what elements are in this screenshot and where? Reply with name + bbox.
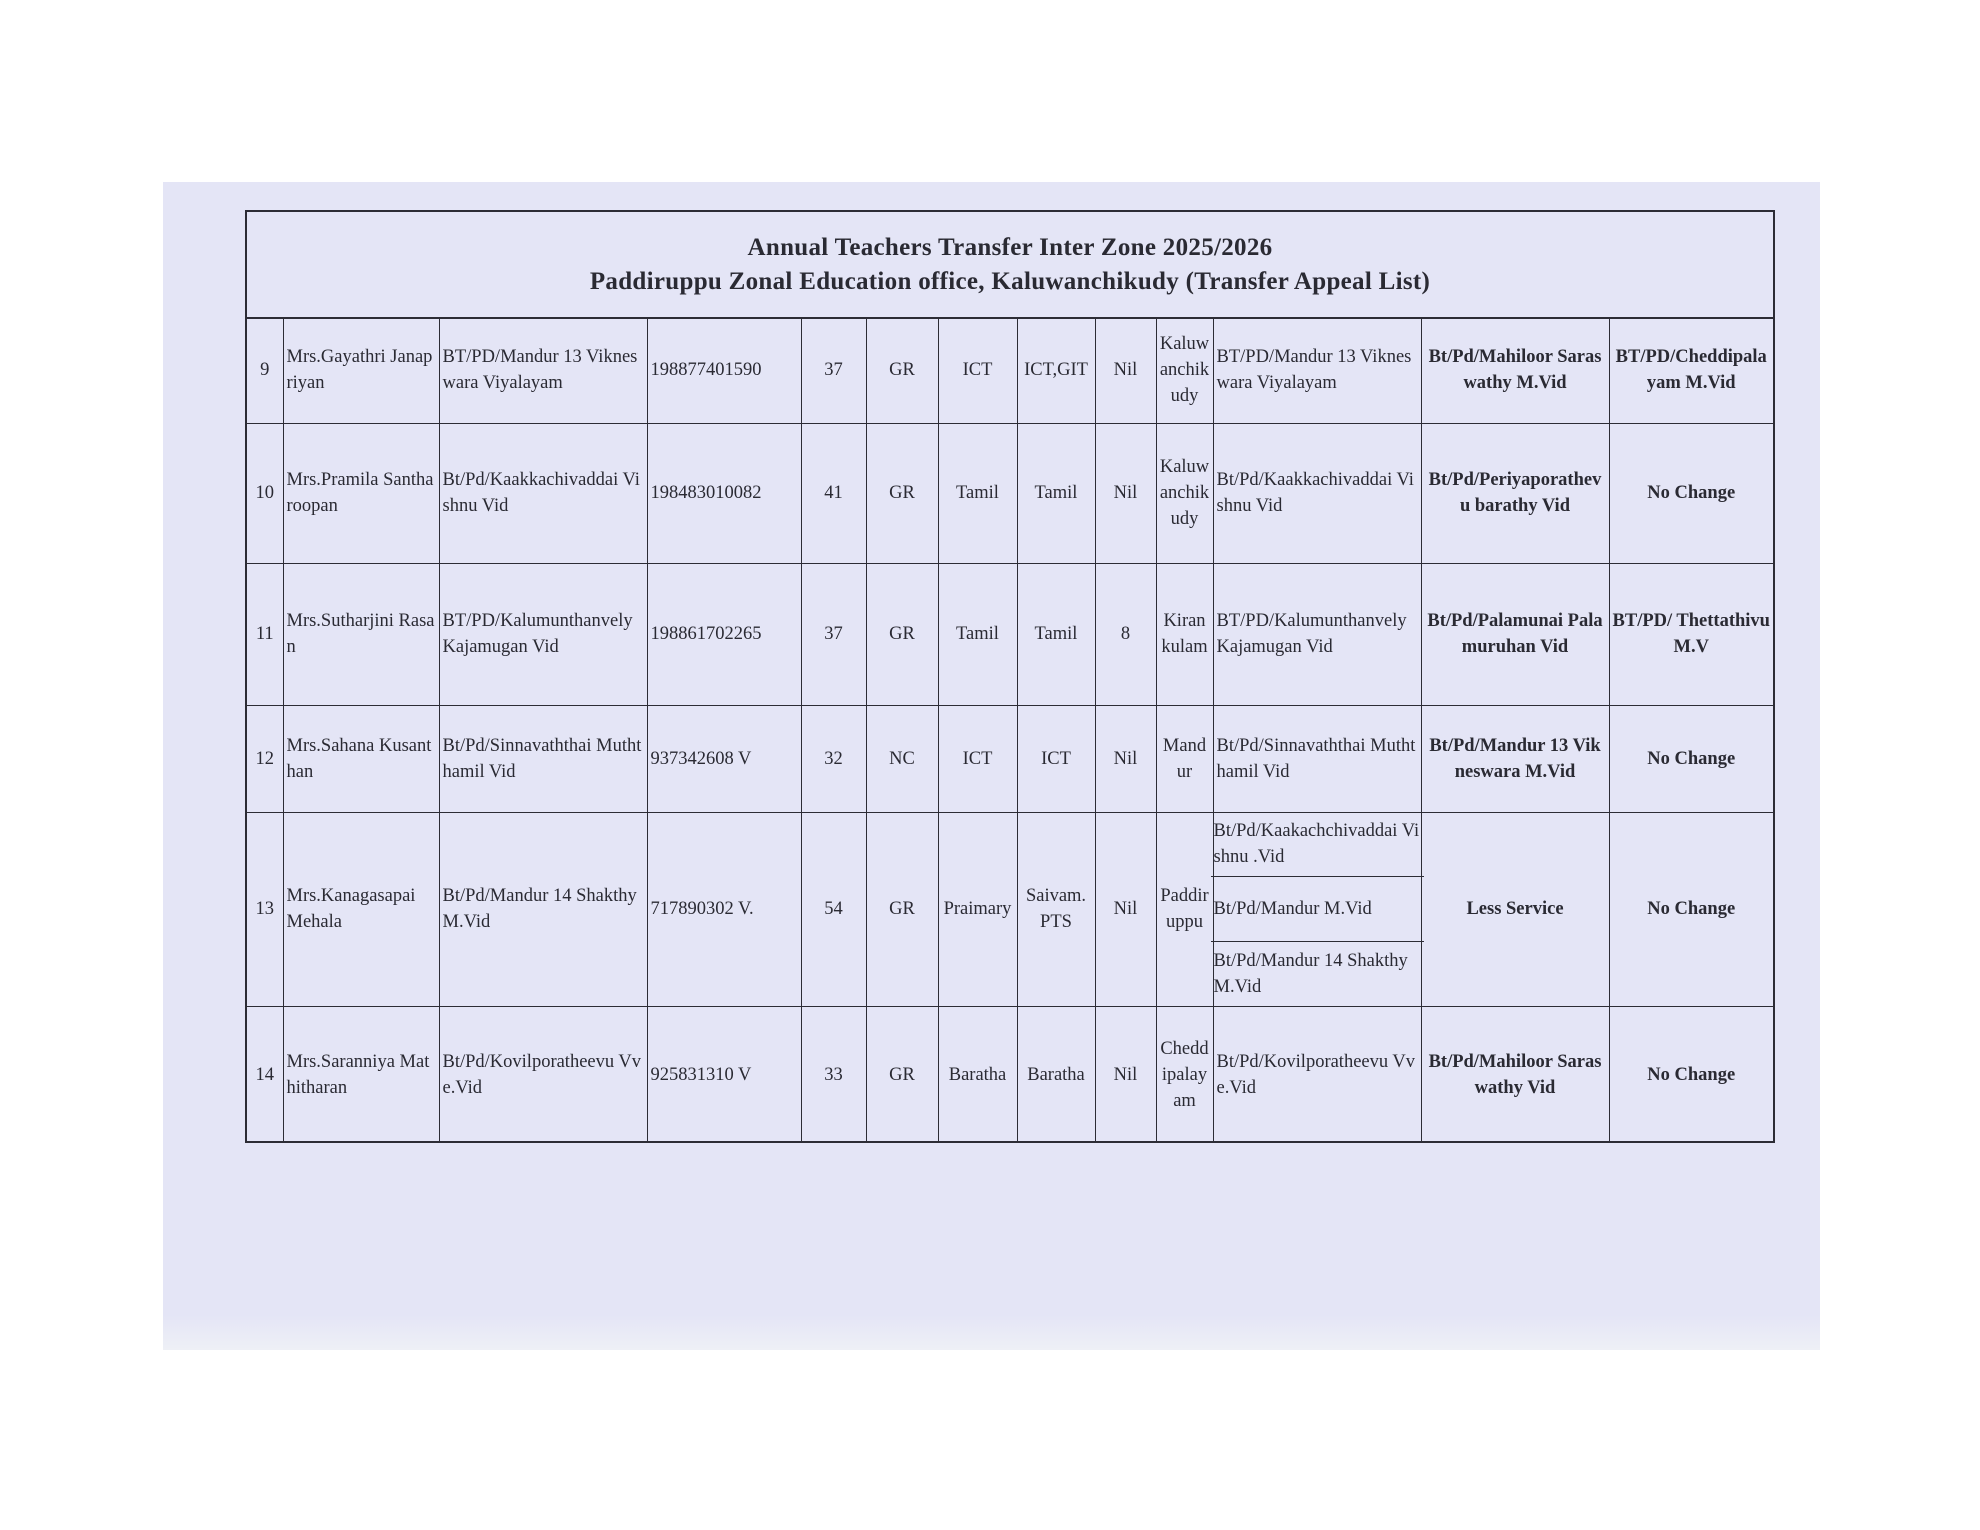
service-value: 8 bbox=[1094, 562, 1157, 706]
subject: ICT bbox=[937, 317, 1018, 424]
nic-number: 198861702265 bbox=[646, 562, 802, 706]
grade: GR bbox=[865, 422, 939, 564]
document-header: Annual Teachers Transfer Inter Zone 2025… bbox=[247, 212, 1773, 319]
subject: Praimary bbox=[937, 811, 1018, 1007]
document-subtitle: Paddiruppu Zonal Education office, Kaluw… bbox=[589, 268, 1431, 295]
transfer-table-frame: Annual Teachers Transfer Inter Zone 2025… bbox=[245, 210, 1775, 1143]
table-row: 14 Mrs.Saranniya Mathitharan Bt/Pd/Kovilpo… bbox=[247, 1005, 1773, 1143]
age: 41 bbox=[800, 422, 867, 564]
table-row: 10 Mrs.Pramila Santharoopan Bt/Pd/Kaakkach… bbox=[247, 422, 1773, 564]
appeal-result: BT/PD/ Thettathivu M.V bbox=[1608, 562, 1773, 706]
preferred-schools: BT/PD/Mandur 13 Vikneswara Viyalayam bbox=[1212, 317, 1422, 424]
grade: GR bbox=[865, 562, 939, 706]
zone: Cheddipalayam bbox=[1155, 1005, 1214, 1143]
age: 32 bbox=[800, 704, 867, 813]
row-number: 10 bbox=[247, 422, 284, 564]
preferred-schools: BT/PD/Kalumunthanvely Kajamugan Vid bbox=[1212, 562, 1422, 706]
appeal-result: No Change bbox=[1608, 811, 1773, 1007]
zone: Kirankulam bbox=[1155, 562, 1214, 706]
table-row: 11 Mrs.Sutharjini Rasan BT/PD/Kalumunthanv… bbox=[247, 562, 1773, 706]
appeal-result: BT/PD/Cheddipalayam M.Vid bbox=[1608, 317, 1773, 424]
appeal-result: No Change bbox=[1608, 1005, 1773, 1143]
teacher-name: Mrs.Sahana Kusanthan bbox=[282, 704, 440, 813]
row-number: 13 bbox=[247, 811, 284, 1007]
nic-number: 198483010082 bbox=[646, 422, 802, 564]
age: 37 bbox=[800, 317, 867, 424]
preferred-school: Bt/Pd/Sinnavaththai Muththamil Vid bbox=[1216, 735, 1416, 782]
teaching-subject: Saivam. PTS bbox=[1016, 811, 1096, 1007]
grade: GR bbox=[865, 811, 939, 1007]
teacher-name: Mrs.Saranniya Mathitharan bbox=[282, 1005, 440, 1143]
nic-number: 717890302 V. bbox=[646, 811, 802, 1007]
row-number: 14 bbox=[247, 1005, 284, 1143]
teacher-name: Mrs.Pramila Santharoopan bbox=[282, 422, 440, 564]
paper-edge bbox=[163, 1315, 1820, 1350]
service-value: Nil bbox=[1094, 704, 1157, 813]
preferred-school: BT/PD/Kalumunthanvely Kajamugan Vid bbox=[1216, 611, 1407, 657]
zone: Kaluwanchikudy bbox=[1155, 422, 1214, 564]
zone: Kaluwanchikudy bbox=[1155, 317, 1214, 424]
transfer-decision: Less Service bbox=[1420, 811, 1610, 1007]
table-row: 13 Mrs.Kanagasapai Mehala Bt/Pd/Mandur 14 … bbox=[247, 811, 1773, 1007]
nic-number: 198877401590 bbox=[646, 317, 802, 424]
nic-number: 925831310 V bbox=[646, 1005, 802, 1143]
age: 33 bbox=[800, 1005, 867, 1143]
teacher-name: Mrs.Gayathri Janapriyan bbox=[282, 317, 440, 424]
row-number: 9 bbox=[247, 317, 284, 424]
current-school: BT/PD/Kalumunthanvely Kajamugan Vid bbox=[438, 562, 648, 706]
preferred-school: Bt/Pd/Mandur 14 Shakthy M.Vid bbox=[1213, 950, 1408, 997]
transfer-decision: Bt/Pd/Mahiloor Saraswathy M.Vid bbox=[1420, 317, 1610, 424]
teaching-subject: ICT,GIT bbox=[1016, 317, 1096, 424]
subject: Baratha bbox=[937, 1005, 1018, 1143]
appeal-result: No Change bbox=[1608, 704, 1773, 813]
appeal-result: No Change bbox=[1608, 422, 1773, 564]
grade: GR bbox=[865, 1005, 939, 1143]
document-title: Annual Teachers Transfer Inter Zone 2025… bbox=[747, 234, 1273, 261]
table-row: 9 Mrs.Gayathri Janapriyan BT/PD/Mandur 13 … bbox=[247, 317, 1773, 424]
preferred-schools: Bt/Pd/Kovilporatheevu Vve.Vid bbox=[1212, 1005, 1422, 1143]
transfer-decision: Bt/Pd/Palamunai Palamuruhan Vid bbox=[1420, 562, 1610, 706]
subject: Tamil bbox=[937, 562, 1018, 706]
row-number: 11 bbox=[247, 562, 284, 706]
teacher-name: Mrs.Kanagasapai Mehala bbox=[282, 811, 440, 1007]
row-number: 12 bbox=[247, 704, 284, 813]
preferred-schools: Bt/Pd/Kaakkachivaddai Vishnu Vid bbox=[1212, 422, 1422, 564]
grade: GR bbox=[865, 317, 939, 424]
service-value: Nil bbox=[1094, 811, 1157, 1007]
preferred-school: Bt/Pd/Mandur M.Vid bbox=[1210, 877, 1424, 942]
transfer-decision: Bt/Pd/Mandur 13 Vikneswara M.Vid bbox=[1420, 704, 1610, 813]
preferred-schools: Bt/Pd/Kaakachchivaddai Vishnu .Vid Bt/Pd/… bbox=[1210, 811, 1424, 1007]
subject: ICT bbox=[937, 704, 1018, 813]
zone: Paddiruppu bbox=[1155, 811, 1214, 1007]
teaching-subject: Tamil bbox=[1016, 422, 1096, 564]
grade: NC bbox=[865, 704, 939, 813]
preferred-school: BT/PD/Mandur 13 Vikneswara Viyalayam bbox=[1216, 346, 1412, 393]
transfer-decision: Bt/Pd/Mahiloor Saraswathy Vid bbox=[1420, 1005, 1610, 1143]
service-value: Nil bbox=[1094, 422, 1157, 564]
subject: Tamil bbox=[937, 422, 1018, 564]
age: 37 bbox=[800, 562, 867, 706]
transfer-appeal-table: 9 Mrs.Gayathri Janapriyan BT/PD/Mandur 13 … bbox=[247, 317, 1773, 1143]
teaching-subject: ICT bbox=[1016, 704, 1096, 813]
current-school: BT/PD/Mandur 13 Vikneswara Viyalayam bbox=[438, 317, 648, 424]
service-value: Nil bbox=[1094, 317, 1157, 424]
teaching-subject: Tamil bbox=[1016, 562, 1096, 706]
preferred-school: Bt/Pd/Kaakachchivaddai Vishnu .Vid bbox=[1210, 813, 1424, 878]
current-school: Bt/Pd/Mandur 14 Shakthy M.Vid bbox=[438, 811, 648, 1007]
current-school: Bt/Pd/Sinnavaththai Muththamil Vid bbox=[438, 704, 648, 813]
teaching-subject: Baratha bbox=[1016, 1005, 1096, 1143]
preferred-school: Bt/Pd/Kovilporatheevu Vve.Vid bbox=[1216, 1051, 1416, 1098]
table-row: 12 Mrs.Sahana Kusanthan Bt/Pd/Sinnavaththa… bbox=[247, 704, 1773, 813]
current-school: Bt/Pd/Kaakkachivaddai Vishnu Vid bbox=[438, 422, 648, 564]
zone: Mandur bbox=[1155, 704, 1214, 813]
preferred-school: Bt/Pd/Kaakkachivaddai Vishnu Vid bbox=[1216, 470, 1414, 516]
nic-number: 937342608 V bbox=[646, 704, 802, 813]
teacher-name: Mrs.Sutharjini Rasan bbox=[282, 562, 440, 706]
age: 54 bbox=[800, 811, 867, 1007]
transfer-decision: Bt/Pd/Periyaporathevu barathy Vid bbox=[1420, 422, 1610, 564]
current-school: Bt/Pd/Kovilporatheevu Vve.Vid bbox=[438, 1005, 648, 1143]
service-value: Nil bbox=[1094, 1005, 1157, 1143]
preferred-schools: Bt/Pd/Sinnavaththai Muththamil Vid bbox=[1212, 704, 1422, 813]
